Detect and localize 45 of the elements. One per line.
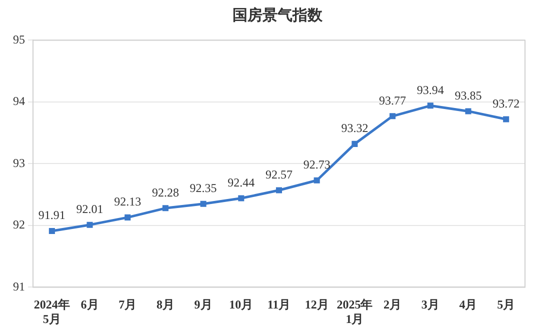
data-label: 92.73 [303,158,330,172]
x-tick-label: 11月 [267,297,291,312]
data-label: 93.85 [454,88,482,102]
x-tick-label: 8月 [156,297,174,312]
point [124,214,131,220]
point [238,195,244,202]
x-tick-label: 4月 [459,297,478,312]
data-label: 92.57 [266,167,292,182]
x-tick-label: 6月 [80,297,99,312]
y-tick-label: 95 [13,32,25,46]
x-tick-label: 3月 [421,297,440,312]
point [162,205,168,212]
point [314,177,320,184]
data-label: 92.35 [190,180,217,195]
data-label: 93.77 [379,93,406,108]
point [276,187,282,194]
x-tick-label: 2月 [384,297,402,312]
point [465,108,472,114]
data-label: 93.32 [341,121,368,136]
data-label: 92.28 [152,185,179,200]
x-tick-label: 7月 [118,297,137,312]
data-label: 92.01 [76,202,104,216]
data-label: 91.91 [38,208,66,222]
point [86,222,93,228]
x-tick-label: 10月 [229,297,254,312]
y-tick-label: 93 [13,156,25,170]
point [390,113,396,120]
data-label: 92.13 [114,194,142,209]
y-tick-label: 94 [13,94,25,108]
point [503,116,510,122]
chart-title: 国房景气指数 [232,6,324,25]
x-tick-label: 9月 [194,297,212,312]
point [48,228,55,234]
data-label: 92.44 [228,175,255,190]
y-tick-label: 91 [13,279,25,294]
point [352,140,358,147]
point [427,102,434,109]
y-tick-label: 92 [13,218,25,232]
x-tick-label: 5月 [497,297,516,312]
x-tick-label: 2025年 1月 [336,297,373,326]
x-tick-label: 2024年 5月 [34,297,70,326]
data-label: 93.94 [416,82,444,97]
x-tick-label: 12月 [304,297,329,312]
point [200,200,206,207]
data-label: 93.72 [492,96,520,110]
